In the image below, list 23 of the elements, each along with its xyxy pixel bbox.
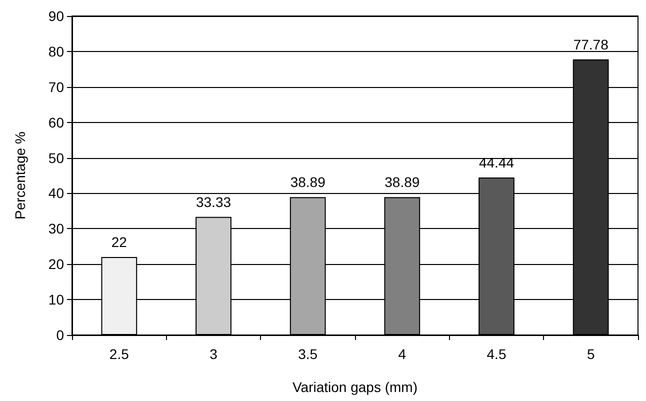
x-tick-label: 3.5 [298,346,318,362]
y-tick-label: 90 [48,8,64,24]
x-tick-label: 3 [210,346,218,362]
y-tick-label: 50 [48,150,64,166]
y-tick-label: 60 [48,114,64,130]
x-tick-label: 4.5 [486,346,506,362]
data-label: 38.89 [290,174,326,190]
x-tick-label: 2.5 [109,346,130,362]
x-tick-label: 5 [586,346,595,362]
y-tick-label: 0 [56,327,64,343]
data-label: 77.78 [573,36,609,52]
data-label: 22 [111,234,128,250]
y-tick-label: 10 [48,292,64,308]
data-label: 38.89 [384,174,420,190]
x-tick-label: 4 [398,346,406,362]
y-tick-label: 20 [48,256,64,272]
data-label: 33.33 [196,194,232,210]
y-tick-label: 80 [48,43,64,60]
y-tick-label: 30 [48,220,64,237]
y-tick-label: 70 [48,78,64,95]
x-axis-title: Variation gaps (mm) [292,379,418,395]
y-axis-title: Percentage % [12,132,28,220]
y-tick-label: 40 [48,185,64,202]
